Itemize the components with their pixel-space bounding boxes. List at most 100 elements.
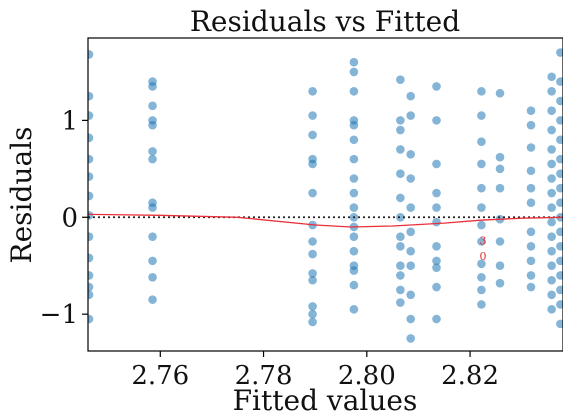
residual-point [148,273,157,282]
residual-point [308,111,317,120]
residual-point [406,261,415,271]
residual-point [556,256,563,266]
residual-point [396,125,405,135]
plot-area: 30 [88,48,563,343]
residual-point [349,188,359,198]
residual-point [526,143,536,152]
residual-point [432,217,441,227]
y-tick-label: 1 [61,106,78,136]
residual-point [477,285,486,295]
x-tick-label: 2.82 [441,361,499,391]
residual-point [477,237,486,246]
x-tick-label: 2.76 [131,361,189,391]
y-tick-label: −1 [40,300,78,330]
residual-point [406,334,415,343]
x-axis-label: Fitted values [233,384,418,417]
x-tick-label: 2.80 [338,361,396,391]
residual-point [547,305,556,314]
residual-point [495,152,505,162]
residual-point [308,249,317,259]
residual-point [477,203,486,212]
residual-point [349,135,359,145]
residual-point [88,282,94,292]
residual-point [308,317,317,327]
residual-point [396,271,405,280]
residual-point [349,266,359,275]
residual-point [308,269,317,278]
residual-point [547,290,556,300]
residual-point [495,278,505,288]
residual-point [432,188,441,198]
residual-point [432,263,441,272]
residual-point [396,193,405,203]
residual-point [432,159,441,169]
residual-point [349,57,359,67]
residual-point [477,86,486,96]
residual-point [432,314,441,324]
residual-point [396,145,405,154]
residual-point [556,242,563,251]
residual-point [349,174,359,183]
residual-point [88,232,94,241]
residual-point [556,319,563,329]
residual-point [477,137,486,146]
residual-point [88,211,94,220]
residual-point [547,145,556,154]
residual-point [526,120,536,130]
residual-point [308,159,317,169]
residual-point [556,169,563,178]
residual-point [148,256,157,266]
residual-point [556,77,563,86]
residual-point [432,203,441,212]
residual-point [88,253,94,263]
residual-point [526,198,536,208]
residual-point [148,82,157,91]
residual-point [308,309,317,319]
residual-point [88,111,94,120]
residual-point [308,188,317,198]
residual-point [88,154,94,164]
residual-point [547,174,556,183]
residual-point [148,295,157,304]
residual-point [526,256,536,266]
residual-point [556,96,563,106]
residual-point [88,191,94,201]
y-tick-label: 0 [61,203,78,233]
residual-point [547,246,556,256]
chart-title: Residuals vs Fitted [190,5,460,38]
residual-point [308,86,317,96]
residual-point [349,86,359,96]
residual-point [526,242,536,251]
residual-point [556,183,563,193]
residual-point [495,237,505,246]
residual-point [349,305,359,314]
x-tick-label: 2.78 [235,361,293,391]
residual-point [432,242,441,251]
y-axis-label: Residuals [5,127,38,264]
residual-point [556,285,563,295]
residual-point [396,169,405,178]
residual-point [556,198,563,208]
residual-point [396,232,405,241]
residual-point [477,273,486,282]
residual-point [547,275,556,285]
residual-point [406,290,415,300]
residual-point [396,285,405,295]
residual-point [477,300,486,309]
residual-point [88,290,94,300]
residual-point [396,261,405,271]
residual-point [148,120,157,130]
residual-point [148,232,157,241]
residual-point [495,183,505,193]
residual-point [547,203,556,212]
residual-point [88,91,94,101]
residual-point [556,227,563,237]
residual-point [547,217,556,227]
residual-point [88,172,94,181]
residual-point [432,82,441,91]
residual-point [547,188,556,198]
residual-point [406,149,415,159]
residual-point [547,106,556,115]
residual-point [349,280,359,290]
residual-point [349,120,359,130]
